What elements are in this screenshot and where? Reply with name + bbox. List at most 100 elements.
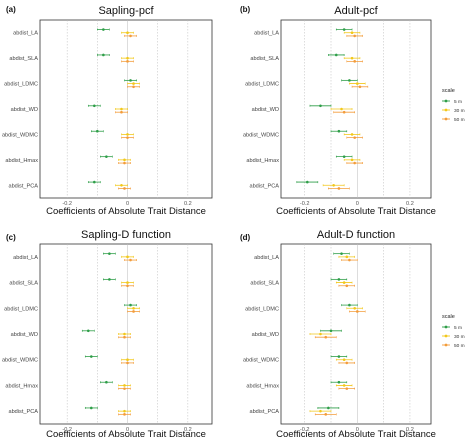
- data-point: [123, 332, 126, 336]
- category-label: abdist_LA: [254, 255, 279, 261]
- data-point: [334, 53, 338, 57]
- category-label: abdist_Hmax: [246, 383, 279, 389]
- legend-label: 5 m: [454, 99, 462, 105]
- x-axis-title: Coefficients of Absolute Trait Distance: [276, 206, 436, 217]
- data-point: [358, 85, 362, 89]
- legend-top: scale 5 m 30 m 50 m: [442, 88, 465, 123]
- data-point: [126, 31, 129, 35]
- legend-bottom: scale 5 m 30 m 50 m: [442, 314, 465, 349]
- panel-letter: (c): [6, 233, 16, 242]
- legend-title: scale: [442, 88, 455, 94]
- category-label: abdist_WDMC: [2, 132, 38, 138]
- category-label: abdist_SLA: [9, 56, 38, 62]
- data-point: [337, 380, 341, 384]
- panel-d: (d) Adult-D function abdist_LA abdist_SLAab…: [240, 229, 436, 440]
- legend-swatch-point: [444, 108, 448, 112]
- data-point: [342, 358, 346, 362]
- legend-label: 30 m: [454, 334, 465, 340]
- legend-label: 50 m: [454, 117, 465, 123]
- data-point: [123, 384, 126, 387]
- x-tick-label: 0: [356, 201, 359, 207]
- plot-frame: [280, 19, 432, 199]
- panel-letter: (a): [6, 5, 16, 14]
- data-point: [337, 355, 341, 358]
- data-point: [126, 133, 129, 136]
- data-point: [342, 110, 346, 114]
- data-point: [123, 335, 126, 339]
- data-point: [350, 56, 354, 60]
- x-tick-label: 0.2: [406, 201, 414, 207]
- data-point: [337, 187, 341, 190]
- data-point: [356, 310, 359, 313]
- x-tick-label: 0: [126, 201, 129, 207]
- x-tick-label: 0: [126, 427, 129, 433]
- legend-swatch-point: [444, 325, 448, 329]
- data-point: [120, 107, 123, 111]
- category-label: abdist_Hmax: [246, 158, 279, 164]
- data-point: [353, 34, 356, 38]
- legend-title: scale: [442, 314, 455, 320]
- data-point: [129, 258, 132, 262]
- category-label: abdist_SLA: [9, 281, 38, 287]
- data-point: [132, 310, 135, 313]
- data-point: [108, 252, 111, 255]
- data-point: [319, 104, 322, 108]
- x-tick-label: 0.2: [406, 427, 414, 433]
- x-tick-label: -0.2: [62, 427, 72, 433]
- data-point: [342, 384, 346, 387]
- legend-label: 5 m: [454, 325, 462, 331]
- data-point: [340, 252, 343, 255]
- data-point: [319, 332, 322, 336]
- plot-frame: [280, 243, 432, 425]
- data-point: [126, 60, 129, 63]
- data-point: [345, 284, 349, 288]
- data-point: [324, 335, 328, 339]
- data-point: [327, 406, 330, 410]
- data-point: [337, 278, 341, 281]
- data-point: [342, 281, 346, 284]
- panel-title: Sapling-pcf: [98, 5, 154, 17]
- panel-title: Sapling-D function: [81, 229, 171, 241]
- x-tick-label: 0.2: [184, 201, 192, 207]
- category-label: abdist_LA: [254, 31, 279, 37]
- legend-swatch-point: [444, 117, 448, 121]
- data-point: [342, 155, 346, 158]
- data-point: [306, 180, 309, 184]
- data-point: [89, 355, 93, 358]
- data-point: [132, 85, 135, 89]
- data-point: [324, 413, 328, 416]
- data-point: [129, 34, 132, 38]
- data-point: [350, 133, 354, 136]
- category-label: abdist_PCA: [249, 409, 279, 415]
- x-axis-title: Coefficients of Absolute Trait Distance: [46, 206, 206, 217]
- data-point: [132, 82, 135, 85]
- data-point: [129, 303, 132, 307]
- legend-swatch-point: [444, 334, 448, 338]
- x-tick-label: -0.2: [300, 201, 310, 207]
- panel-title: Adult-pcf: [334, 5, 378, 17]
- data-point: [126, 358, 129, 362]
- data-point: [348, 79, 351, 82]
- category-label: abdist_WDMC: [2, 358, 38, 364]
- category-label: abdist_PCA: [8, 183, 38, 189]
- category-label: abdist_WD: [11, 107, 38, 113]
- data-point: [329, 329, 333, 333]
- panel-b: (b) Adult-pcf abdist_LA abdist_SLA abdist_LD…: [240, 5, 436, 217]
- data-point: [348, 258, 351, 262]
- category-label: abdist_PCA: [249, 183, 279, 189]
- category-label: abdist_WDMC: [243, 358, 279, 364]
- legend-label: 30 m: [454, 108, 465, 114]
- legend-swatch-point: [444, 343, 448, 347]
- category-label: abdist_LA: [13, 31, 38, 37]
- data-point: [332, 183, 335, 187]
- panel-letter: (d): [240, 233, 251, 242]
- category-label: abdist_Hmax: [5, 158, 38, 164]
- data-point: [337, 129, 341, 133]
- panel-a: (a) Sapling-pcf abdist_LA abdist_SLA abdist_…: [2, 5, 213, 217]
- data-point: [129, 79, 132, 82]
- legend-label: 50 m: [454, 343, 465, 349]
- category-label: abdist_WD: [252, 107, 279, 113]
- data-point: [120, 183, 123, 187]
- data-point: [120, 110, 123, 114]
- category-label: abdist_LDMC: [245, 82, 279, 88]
